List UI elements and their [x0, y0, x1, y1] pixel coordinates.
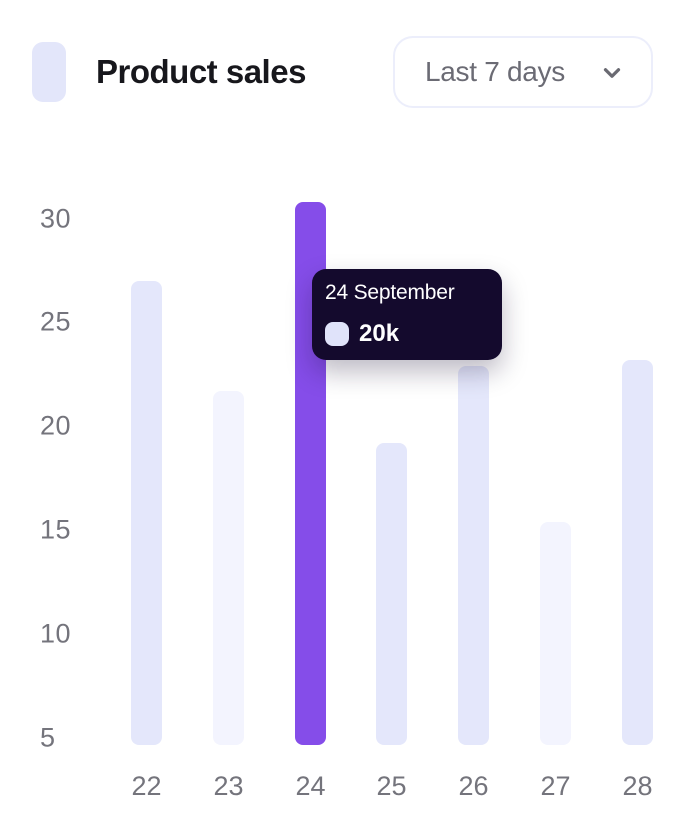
- y-axis-tick-label: 20: [40, 410, 72, 441]
- tooltip: 24 September 20k: [312, 269, 502, 360]
- page-title: Product sales: [96, 53, 306, 90]
- bar-25[interactable]: [376, 443, 407, 745]
- date-range-dropdown[interactable]: Last 7 days: [393, 36, 653, 108]
- tooltip-value: 20k: [359, 320, 400, 347]
- tooltip-series-swatch-icon: [325, 322, 349, 346]
- x-axis-tick-label: 22: [131, 771, 162, 801]
- bar-22[interactable]: [131, 281, 162, 745]
- bar-26[interactable]: [458, 366, 489, 745]
- bar-23[interactable]: [213, 391, 244, 745]
- tooltip-date: 24 September: [325, 281, 455, 304]
- x-axis-tick-label: 27: [540, 771, 571, 801]
- tooltip-value-row: 20k: [325, 320, 488, 348]
- x-axis-tick-label: 26: [458, 771, 489, 801]
- date-range-label: Last 7 days: [425, 56, 565, 87]
- x-axis-tick-label: 23: [213, 771, 244, 801]
- y-axis-tick-label: 10: [40, 618, 72, 649]
- product-sales-icon: [32, 42, 66, 102]
- x-axis-tick-label: 28: [622, 771, 653, 801]
- x-axis-tick-label: 25: [376, 771, 407, 801]
- y-axis-tick-label: 5: [40, 722, 56, 753]
- y-axis-tick-label: 15: [40, 514, 72, 545]
- chevron-down-icon: [603, 68, 621, 78]
- x-axis-tick-label: 24: [295, 771, 326, 801]
- y-axis-tick-label: 25: [40, 306, 72, 337]
- y-axis-tick-label: 30: [40, 203, 72, 234]
- bar-27[interactable]: [540, 522, 571, 745]
- bar-28[interactable]: [622, 360, 653, 745]
